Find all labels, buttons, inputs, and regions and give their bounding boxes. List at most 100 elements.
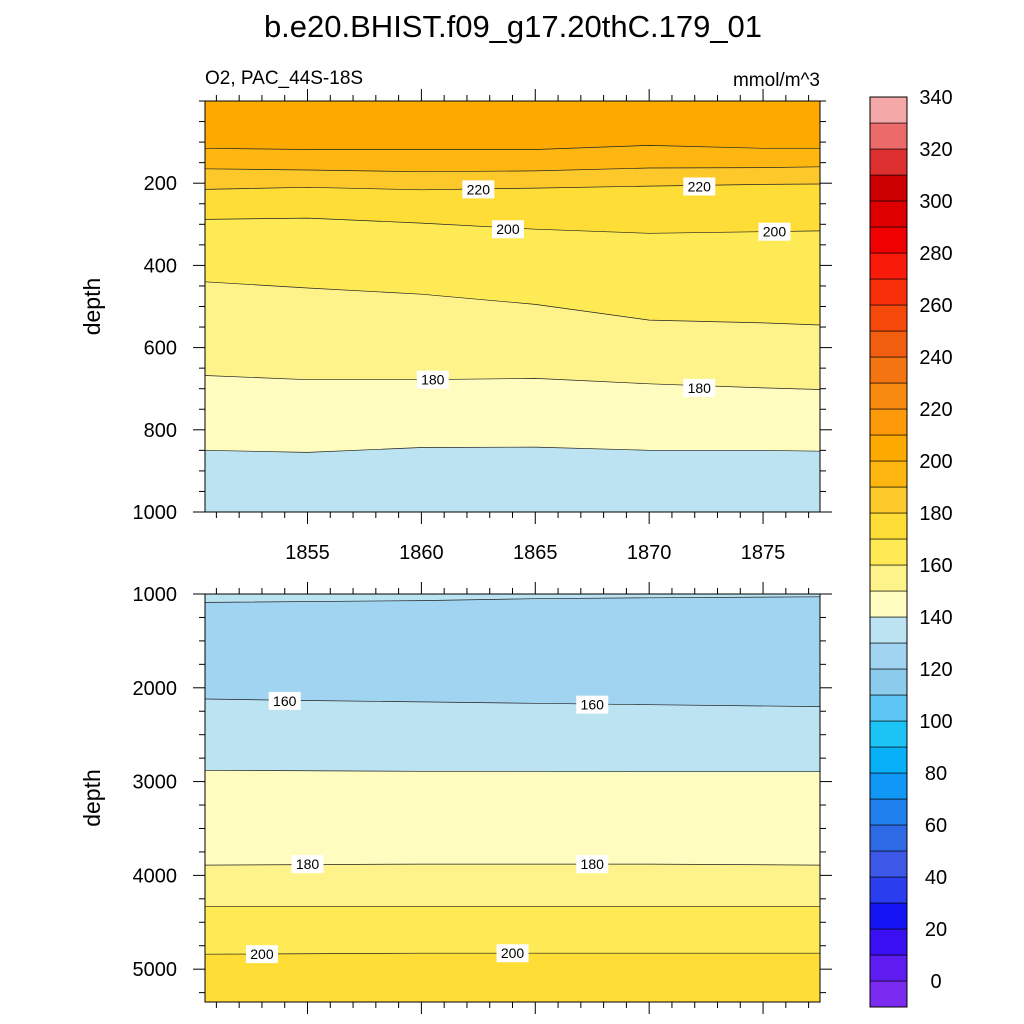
panel-1: 220 220 200 200 180 180 1855 1860 1865 1870 1875 20… [79,89,832,564]
colorbar-label: 100 [919,711,952,733]
contour-line [204,596,821,603]
colorbar-segment [869,746,908,774]
contour-line [204,446,821,453]
colorbar-segment [869,798,908,826]
contour-band [205,281,820,390]
colorbar-segment [869,902,908,930]
svg-text:180: 180 [688,380,712,396]
svg-text:200: 200 [250,946,274,962]
colorbar-segment [869,564,908,592]
colorbar-label: 340 [919,87,952,109]
contour-label: 200 [496,944,529,963]
colorbar-label: 120 [919,659,952,681]
colorbar-segment [869,226,908,254]
colorbar-segment [869,356,908,384]
colorbar-segment [869,96,908,124]
colorbar-label: 300 [919,191,952,213]
panel-2: 160 160 180 180 200 200 1000 2000 3000 4000 5000 de… [79,582,832,1014]
svg-text:200: 200 [496,221,520,237]
svg-text:220: 220 [688,178,712,194]
y-tick-label: 200 [144,173,177,195]
contour-line [204,145,820,150]
svg-text:180: 180 [296,856,320,872]
contour-band [205,906,820,955]
contour-line [204,952,820,955]
svg-text:220: 220 [467,181,491,197]
colorbar-segment [869,694,908,722]
colorbar-segment [869,174,908,202]
colorbar-segment [869,148,908,176]
y-tick-label: 400 [144,255,177,277]
contour-band [205,145,820,172]
contour-line [204,769,820,773]
units-subtitle: mmol/m^3 [733,70,820,91]
contour-band [205,770,820,866]
contour-band [205,864,820,907]
contour-label: 160 [576,695,609,714]
colorbar-segment [869,200,908,228]
y-tick-label: 1000 [133,502,178,524]
colorbar-segment [869,122,908,150]
colorbar-frame [869,96,908,1008]
colorbar-label: 40 [925,867,947,889]
colorbar-segment [869,772,908,800]
x-tick-label: 1855 [285,542,330,564]
svg-text:180: 180 [581,856,605,872]
colorbar-label: 280 [919,243,952,265]
y-axis-label: depth [79,278,105,336]
colorbar-label: 200 [919,451,952,473]
colorbar-segment [869,668,908,696]
variable-region-subtitle: O2, PAC_44S-18S [205,68,363,89]
chart-title: b.e20.BHIST.f09_g17.20thC.179_01 [264,9,762,44]
colorbar-segment [869,850,908,878]
colorbar: 0 20 40 60 80 100 120 140 160 180 200 220 240 260 280 3… [869,87,953,1008]
x-tick-label: 1860 [399,542,444,564]
contour-band [205,594,820,603]
colorbar-segment [869,824,908,852]
colorbar-segment [869,642,908,670]
contour-line [204,281,821,326]
contour-label: 160 [268,691,301,710]
svg-text:160: 160 [581,697,605,713]
contour-band [205,953,820,1002]
y-tick-label: 3000 [133,772,178,794]
y-tick-label: 800 [144,420,177,442]
contour-label: 200 [758,222,791,241]
colorbar-segment [869,512,908,540]
panels: 220 220 200 200 180 180 1855 1860 1865 1870 1875 20… [79,89,832,1014]
colorbar-segment [869,876,908,904]
contour-band [205,101,820,150]
colorbar-segment [869,330,908,358]
colorbar-label: 180 [919,503,952,525]
colorbar-label: 320 [919,139,952,161]
colorbar-segment [869,720,908,748]
colorbar-segment [869,616,908,644]
contour-band [205,184,820,234]
svg-text:180: 180 [421,372,445,388]
y-tick-label: 5000 [133,959,178,981]
colorbar-label: 60 [925,815,947,837]
colorbar-label: 140 [919,607,952,629]
contour-label: 220 [462,180,495,199]
svg-text:200: 200 [763,224,787,240]
x-tick-label: 1875 [741,542,786,564]
svg-text:200: 200 [501,945,525,961]
colorbar-segment [869,980,908,1008]
contour-band [205,596,820,707]
contour-label: 220 [683,177,716,196]
contour-line [204,166,821,173]
colorbar-segment [869,590,908,618]
colorbar-segment [869,434,908,462]
contour-band [205,447,820,512]
contour-label: 200 [491,220,524,239]
colorbar-segment [869,460,908,488]
x-tick-label: 1870 [627,542,672,564]
colorbar-segment [869,954,908,982]
colorbar-label: 220 [919,399,952,421]
y-tick-label: 4000 [133,865,178,887]
contour-line [204,183,821,191]
contour-band [205,699,820,772]
colorbar-segment [869,408,908,436]
contour-label: 200 [245,945,278,964]
